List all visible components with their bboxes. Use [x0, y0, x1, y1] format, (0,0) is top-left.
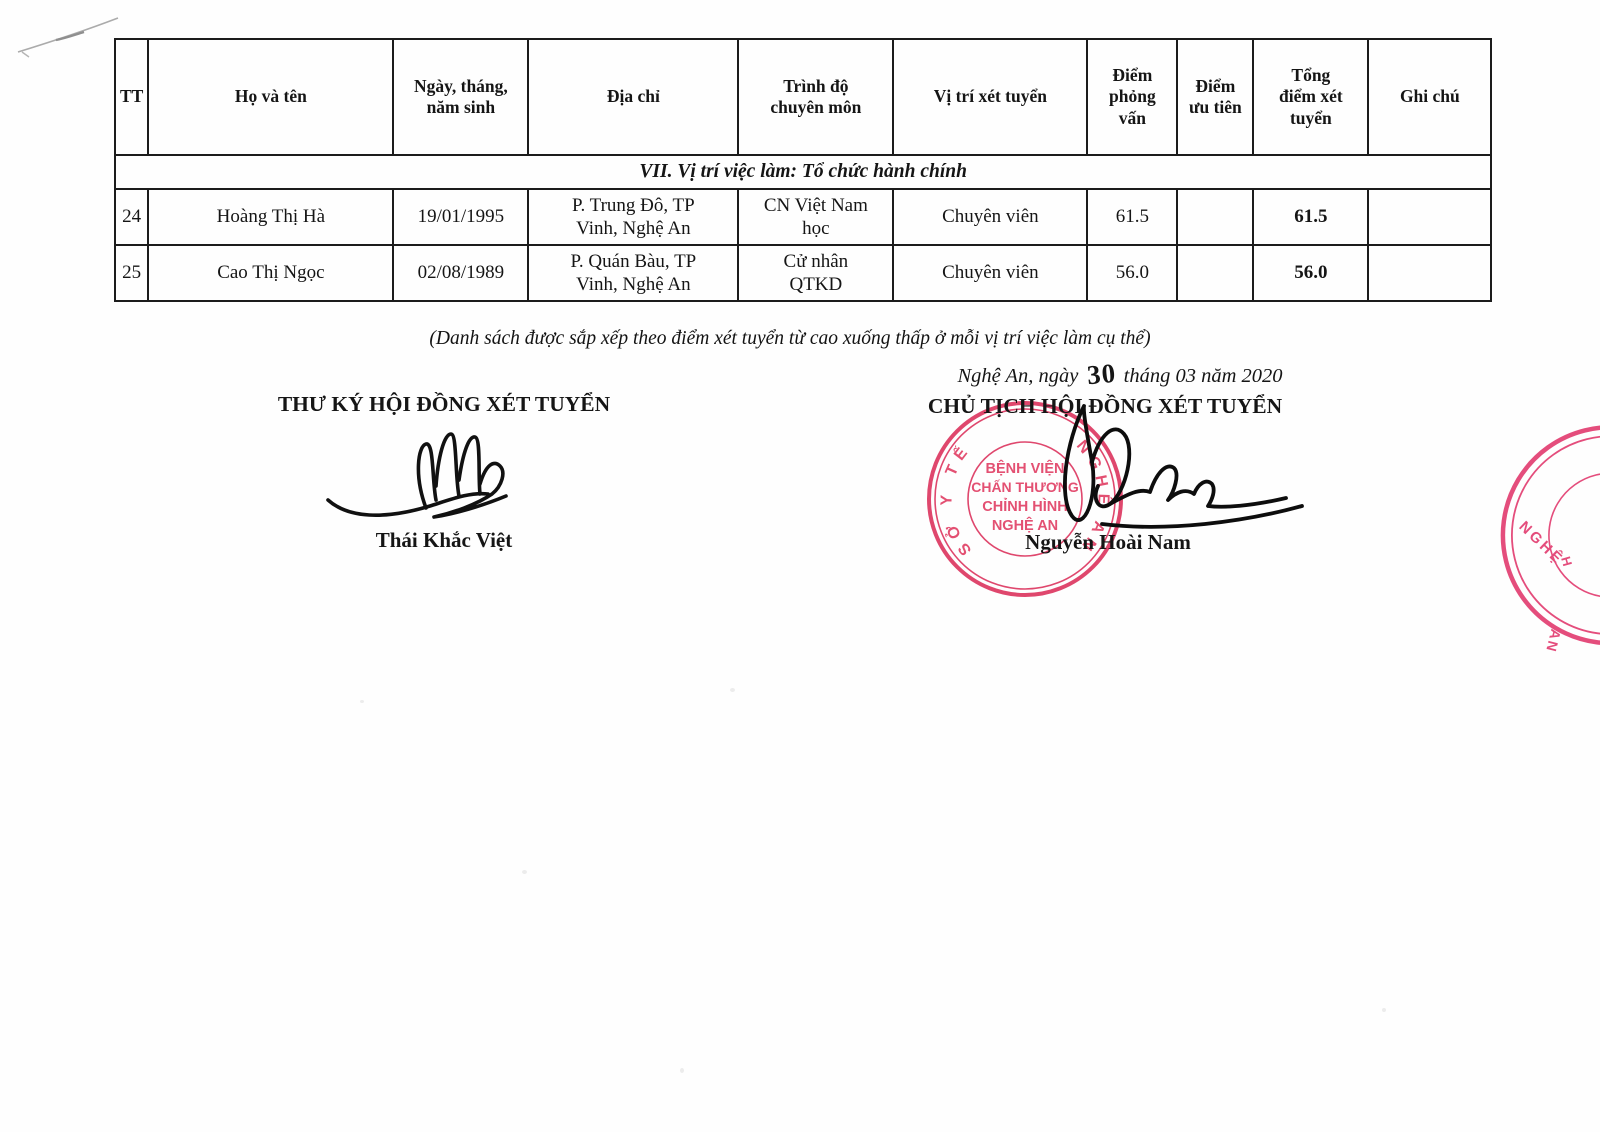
header-position: Vị trí xét tuyển: [892, 38, 1089, 156]
secretary-signature: [326, 432, 508, 519]
date-line: Nghệ An, ngày 30 tháng 03 năm 2020: [920, 357, 1320, 391]
chairman-title: CHỦ TỊCH HỘI ĐỒNG XÉT TUYỂN: [927, 394, 1283, 418]
table-row: 25 Cao Thị Ngọc 02/08/1989 P. Quán Bàu, …: [113, 244, 1493, 302]
stamp-line2: CHẤN THƯƠNG: [971, 479, 1079, 495]
cell-name: Cao Thị Ngọc: [147, 244, 395, 302]
cell-total-score: 61.5: [1252, 188, 1370, 246]
date-suffix: tháng 03 năm 2020: [1123, 365, 1283, 387]
header-qualification: Trình độ chuyên môn: [737, 38, 895, 156]
cell-dob: 19/01/1995: [392, 188, 530, 246]
secretary-name: Thái Khắc Việt: [375, 528, 513, 552]
cell-priority-score: [1176, 188, 1255, 246]
edge-stamp-word3: H: [1558, 555, 1575, 568]
table-row: 24 Hoàng Thị Hà 19/01/1995 P. Trung Đô, …: [113, 188, 1493, 246]
scan-speck: [1382, 1008, 1386, 1012]
cell-tt: 24: [113, 188, 150, 246]
scan-speck: [680, 1068, 684, 1073]
cell-priority-score: [1176, 244, 1255, 302]
cell-tt: 25: [113, 244, 150, 302]
header-priority-score: Điểm ưu tiên: [1176, 38, 1255, 156]
cell-total-score: 56.0: [1252, 244, 1370, 302]
header-notes: Ghi chú: [1367, 38, 1493, 156]
chairman-name: Nguyễn Hoài Nam: [1025, 530, 1191, 554]
scan-speck: [730, 688, 735, 692]
cell-note: [1367, 188, 1493, 246]
cell-address: P. Trung Đô, TP Vinh, Nghệ An: [527, 188, 740, 246]
cell-name: Hoàng Thị Hà: [147, 188, 395, 246]
stamp-line3: CHỈNH HÌNH: [982, 498, 1067, 515]
stamp-line1: BỆNH VIỆN: [986, 459, 1065, 477]
sorting-note: (Danh sách được sắp xếp theo điểm xét tu…: [429, 328, 1151, 349]
cell-dob: 02/08/1989: [392, 244, 530, 302]
edge-stamp-word2: AN: [1543, 628, 1564, 655]
secretary-title: THƯ KÝ HỘI ĐỒNG XÉT TUYỂN: [277, 392, 611, 416]
edge-partial-stamp: NGHỆ AN H: [1500, 424, 1600, 655]
chairman-signature: [1062, 404, 1304, 529]
header-interview-score: Điểm phỏng vấn: [1086, 38, 1179, 156]
header-total-score: Tổng điểm xét tuyển: [1252, 38, 1370, 156]
cell-qualification: CN Việt Nam học: [737, 188, 895, 246]
scan-speck: [522, 870, 527, 874]
header-row: TT Họ và tên Ngày, tháng, năm sinh Địa c…: [113, 38, 1493, 156]
results-table: TT Họ và tên Ngày, tháng, năm sinh Địa c…: [113, 38, 1493, 302]
header-tt: TT: [113, 38, 150, 156]
date-prefix: Nghệ An, ngày: [957, 365, 1079, 387]
header-name: Họ và tên: [147, 38, 395, 156]
cell-qualification: Cử nhân QTKD: [737, 244, 895, 302]
cell-note: [1367, 244, 1493, 302]
pencil-mark: [17, 17, 119, 58]
section-title: VII. Vị trí việc làm: Tổ chức hành chính: [113, 154, 1493, 190]
cell-interview-score: 61.5: [1086, 188, 1179, 246]
section-row: VII. Vị trí việc làm: Tổ chức hành chính: [113, 154, 1493, 190]
cell-position: Chuyên viên: [892, 188, 1089, 246]
cell-address: P. Quán Bàu, TP Vinh, Nghệ An: [527, 244, 740, 302]
cell-interview-score: 56.0: [1086, 244, 1179, 302]
handwritten-day: 30: [1085, 357, 1117, 391]
header-address: Địa chỉ: [527, 38, 740, 156]
header-dob: Ngày, tháng, năm sinh: [392, 38, 530, 156]
scan-speck: [360, 700, 364, 703]
cell-position: Chuyên viên: [892, 244, 1089, 302]
stamp-line4: NGHỆ AN: [992, 516, 1058, 534]
